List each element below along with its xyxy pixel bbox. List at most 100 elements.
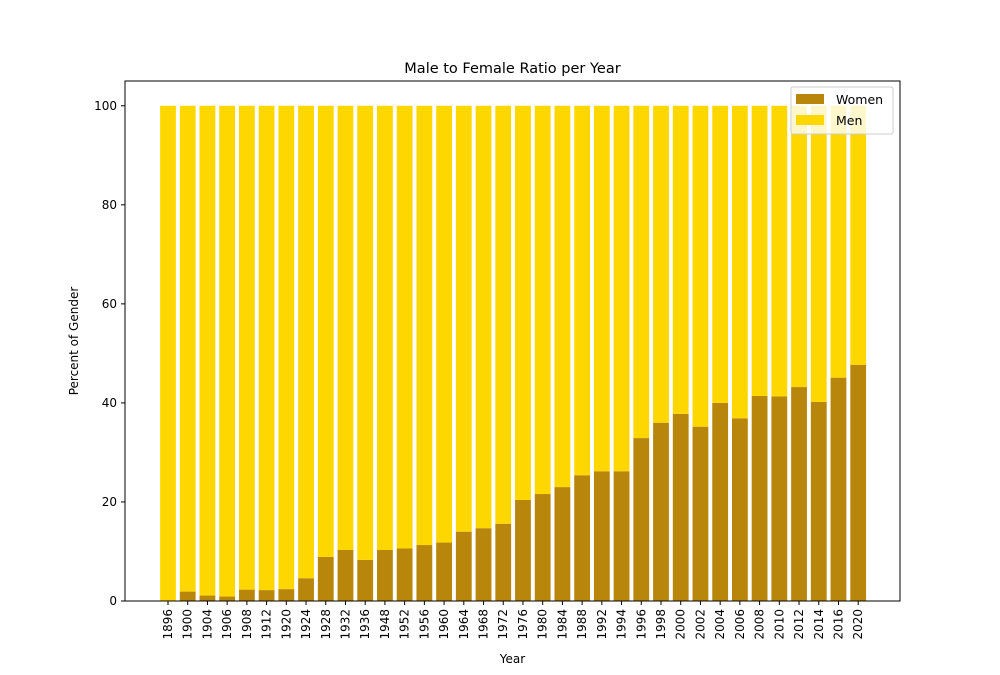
y-tick-label: 20	[102, 495, 117, 509]
x-tick-label: 1896	[161, 609, 175, 640]
y-axis-title: Percent of Gender	[67, 287, 81, 396]
bar-women-1900	[179, 591, 196, 601]
bar-women-2008	[751, 395, 768, 601]
bar-men-1994	[613, 105, 630, 472]
x-tick-label: 1988	[575, 609, 589, 640]
bar-men-2004	[712, 105, 729, 403]
x-tick-label: 2002	[693, 609, 707, 640]
x-tick-label: 1912	[260, 609, 274, 640]
axes-layer: 0 20 40 60 80 100 1896 1900 1904 1906 1908 1912 1920…	[94, 80, 901, 640]
bar-women-1994	[613, 471, 630, 601]
bar-women-2002	[692, 426, 709, 601]
bar-women-2020	[850, 364, 867, 601]
x-tick-label: 2006	[733, 609, 747, 640]
x-tick-label: 1964	[457, 609, 471, 640]
x-tick-label: 2016	[831, 609, 845, 640]
bar-women-1920	[278, 589, 295, 601]
bar-women-2012	[791, 387, 807, 601]
bar-men-1952	[396, 105, 413, 549]
bar-men-1956	[416, 105, 433, 546]
bar-men-1968	[475, 105, 492, 529]
y-tick-label: 40	[102, 396, 117, 410]
bar-women-1996	[633, 438, 650, 601]
x-tick-label: 1920	[279, 609, 293, 640]
bar-men-2000	[672, 105, 689, 414]
bar-women-1932	[337, 549, 354, 601]
bar-women-1988	[574, 475, 591, 601]
x-tick-label: 1960	[437, 609, 451, 640]
x-tick-label: 1952	[398, 609, 412, 640]
x-tick-label: 1932	[338, 609, 352, 640]
bar-men-1900	[179, 105, 196, 592]
bar-women-2000	[672, 413, 689, 601]
legend-swatch-men	[796, 115, 824, 125]
x-tick-label: 1928	[319, 609, 333, 640]
bar-men-1906	[219, 105, 236, 597]
x-tick-label: 2014	[812, 609, 826, 640]
y-tick-label: 0	[109, 594, 117, 608]
bar-women-1936	[357, 559, 374, 601]
bar-women-2010	[771, 396, 788, 601]
bars-layer	[160, 105, 867, 601]
x-tick-label: 2008	[753, 609, 767, 640]
y-tick-label: 60	[102, 297, 117, 311]
bar-men-1924	[298, 105, 314, 579]
x-axis-title: Year	[499, 652, 525, 666]
bar-women-2004	[712, 402, 729, 601]
bar-men-1932	[337, 105, 354, 550]
bar-women-1928	[317, 556, 334, 601]
x-tick-label: 1998	[654, 609, 668, 640]
bar-men-1908	[238, 105, 255, 590]
legend: Women Men	[790, 86, 894, 135]
bar-men-1912	[258, 105, 275, 591]
bar-men-1896	[160, 105, 176, 601]
x-tick-label: 1972	[496, 609, 510, 640]
bar-women-1908	[238, 589, 255, 601]
bar-men-1936	[357, 105, 374, 560]
x-tick-label: 1976	[516, 609, 530, 640]
bar-women-1964	[455, 531, 472, 601]
bar-men-1996	[633, 105, 650, 439]
bar-women-1906	[219, 596, 236, 601]
bar-men-1972	[495, 105, 512, 524]
bar-women-1948	[377, 549, 393, 601]
bar-men-1964	[455, 105, 472, 532]
bar-men-1960	[436, 105, 452, 543]
bar-women-1998	[653, 422, 669, 601]
x-tick-label: 2020	[851, 609, 865, 640]
x-tick-label: 1980	[536, 609, 550, 640]
x-tick-label: 1948	[378, 609, 392, 640]
legend-swatch-women	[796, 94, 824, 104]
bar-men-1948	[377, 105, 393, 550]
legend-label-men: Men	[836, 113, 862, 128]
bar-women-1904	[199, 595, 216, 601]
chart-title: Male to Female Ratio per Year	[404, 61, 620, 77]
x-tick-label: 1924	[299, 609, 313, 640]
x-tick-label: 2010	[772, 609, 786, 640]
bar-men-1998	[653, 105, 669, 423]
y-tick-label: 100	[94, 99, 117, 113]
bar-men-2016	[830, 105, 847, 378]
bar-women-1956	[416, 545, 433, 601]
bar-men-2012	[791, 105, 807, 388]
bar-women-1972	[495, 523, 512, 601]
bar-women-2014	[810, 401, 827, 601]
bar-women-1968	[475, 528, 492, 601]
x-tick-label: 1984	[555, 609, 569, 640]
bar-women-2006	[731, 418, 748, 601]
bar-men-1980	[534, 105, 551, 495]
x-tick-label: 1956	[417, 609, 431, 640]
x-tick-label: 2012	[792, 609, 806, 640]
bar-women-1984	[554, 487, 571, 601]
x-tick-label: 1936	[358, 609, 372, 640]
bar-men-2008	[751, 105, 768, 396]
x-tick-label: 1904	[200, 609, 214, 640]
bar-men-2010	[771, 105, 788, 397]
bar-men-2020	[850, 105, 867, 365]
y-tick-label: 80	[102, 198, 117, 212]
bar-men-2006	[731, 105, 748, 419]
bar-women-1992	[593, 471, 610, 601]
bar-women-2016	[830, 377, 847, 601]
